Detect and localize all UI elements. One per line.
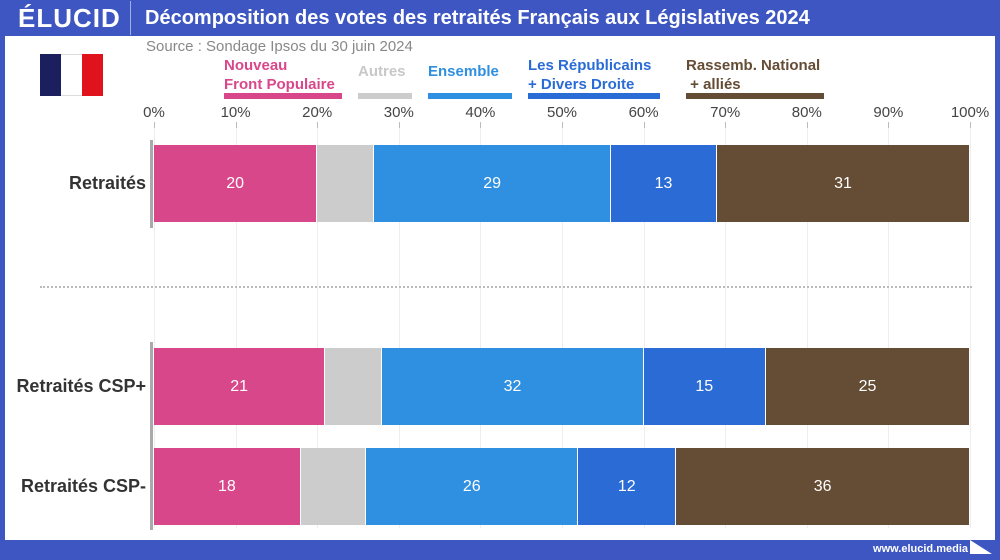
x-tick-label: 80% (791, 104, 822, 121)
legend-swatch (686, 93, 824, 99)
category-label: Retraités (68, 172, 146, 193)
x-tick-label: 10% (220, 104, 251, 121)
x-tick-mark (154, 122, 155, 128)
bar-segment: 25 (766, 348, 970, 425)
x-tick-label: 40% (465, 104, 496, 121)
x-tick-mark (888, 122, 890, 128)
bar-segment: 15 (643, 348, 766, 425)
legend-label: Les Républicains + Divers Droite (528, 57, 652, 93)
legend-label: Rassemb. National + alliés (686, 57, 821, 93)
gridline (480, 128, 482, 528)
x-tick-label: 0% (143, 104, 165, 121)
france-flag-icon (40, 54, 103, 96)
legend-swatch (528, 93, 660, 99)
footer-url[interactable]: www.elucid.media (873, 543, 968, 555)
x-tick-mark (643, 122, 645, 128)
x-tick-label: 20% (302, 104, 333, 121)
gridline (317, 128, 319, 528)
bar-segment: 21 (154, 348, 326, 425)
group-divider (40, 286, 972, 288)
legend-swatch (224, 93, 342, 99)
x-tick-mark (480, 122, 482, 128)
legend-swatch (428, 93, 512, 99)
bar-segment: 13 (610, 145, 718, 222)
gridline (806, 128, 808, 528)
bar-segment: 12 (578, 448, 677, 525)
elucid-logo-icon (970, 540, 992, 554)
gridline (970, 128, 971, 528)
x-tick-mark (562, 122, 563, 128)
bar-segment: 18 (154, 448, 301, 525)
legend-label: Autres (358, 63, 406, 80)
x-tick-mark (317, 122, 319, 128)
x-tick-label: 60% (628, 104, 659, 121)
x-tick-label: 100% (950, 104, 990, 121)
gridline (643, 128, 645, 528)
legend-label: Ensemble (428, 63, 499, 80)
bar-segment: 32 (382, 348, 644, 425)
y-axis-line (150, 140, 153, 228)
divider (130, 1, 131, 35)
x-tick-label: 30% (383, 104, 414, 121)
chart-title: Décomposition des votes des retraités Fr… (145, 6, 810, 29)
gridline (725, 128, 727, 528)
gridline (398, 128, 400, 528)
category-label: Retraités CSP- (20, 475, 146, 496)
x-tick-label: 90% (873, 104, 904, 121)
bar-segment (300, 448, 367, 525)
legend-label: Nouveau Front Populaire (224, 57, 335, 93)
gridline (235, 128, 237, 528)
bar-segment: 31 (717, 145, 970, 222)
gridline (888, 128, 890, 528)
bar-segment (325, 348, 383, 425)
source-note: Source : Sondage Ipsos du 30 juin 2024 (146, 38, 413, 55)
logo: ÉLUCID (18, 2, 121, 33)
x-tick-label: 50% (546, 104, 578, 121)
header-bar: ÉLUCID Décomposition des votes des retra… (0, 0, 1000, 36)
bar-segment: 29 (374, 145, 611, 222)
x-tick-mark (398, 122, 400, 128)
gridline (562, 128, 563, 528)
legend-swatch (358, 93, 412, 99)
gridline (154, 128, 155, 528)
bar-segment: 26 (366, 448, 579, 525)
x-tick-mark (970, 122, 971, 128)
x-tick-mark (806, 122, 808, 128)
bar-segment: 36 (676, 448, 970, 525)
bar-segment (317, 145, 375, 222)
bar-segment: 20 (154, 145, 318, 222)
category-label: Retraités CSP+ (16, 375, 146, 396)
y-axis-line (150, 342, 153, 530)
x-tick-mark (725, 122, 727, 128)
x-tick-label: 70% (710, 104, 741, 121)
x-tick-mark (235, 122, 237, 128)
